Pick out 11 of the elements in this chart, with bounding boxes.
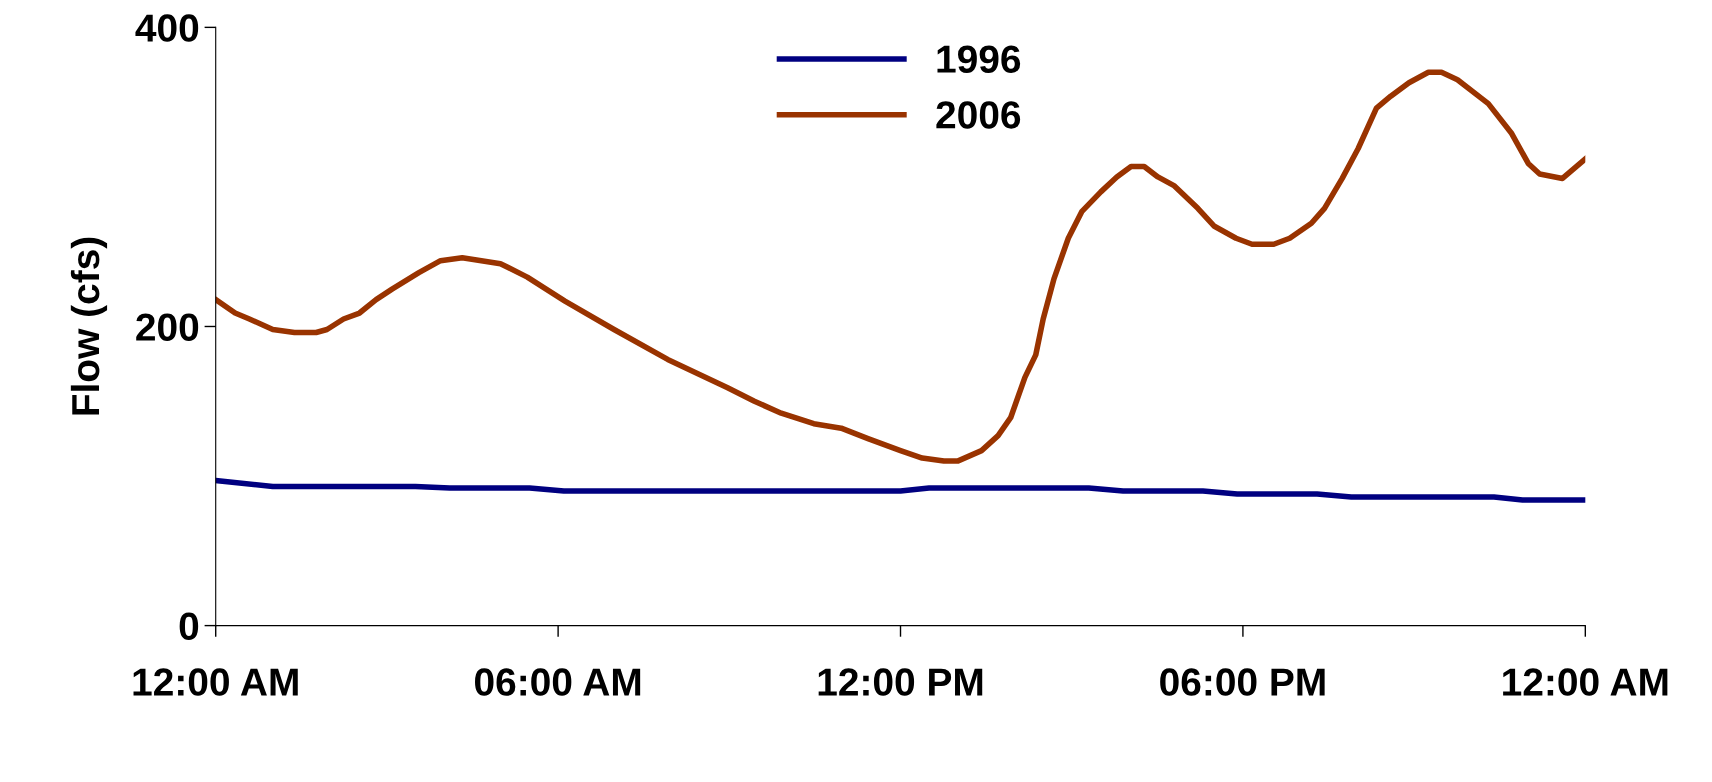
x-tick-label: 06:00 PM [1160,668,1325,696]
x-tick-label: 12:00 AM [1503,668,1668,696]
x-tick-label: 12:00 PM [818,668,983,696]
legend-label: 2006 [936,101,1021,129]
y-tick-label: 400 [135,14,199,42]
y-axis-title: Flow (cfs) [70,237,108,415]
x-tick-label: 06:00 AM [475,668,641,696]
y-tick-label: 0 [179,612,199,641]
legend-label: 1996 [937,45,1021,73]
y-tick-label: 200 [136,313,199,341]
x-tick-label: 12:00 AM [133,668,298,696]
